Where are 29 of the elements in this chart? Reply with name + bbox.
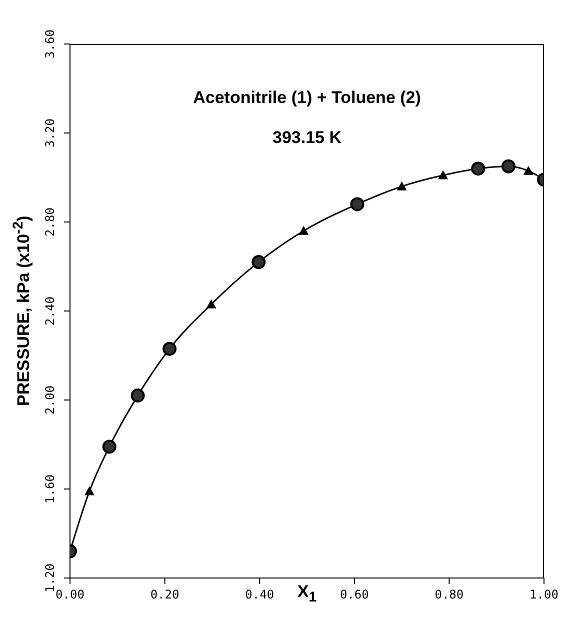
y-tick-label: 1.60 [43, 474, 57, 504]
point [84, 486, 94, 496]
point [471, 162, 486, 176]
point [350, 197, 364, 212]
text: 393.15 K [272, 128, 342, 148]
x-tick-label: 1.00 [530, 588, 558, 602]
text: Acetonitrile (1) + Toluene (2) [192, 88, 422, 108]
x-tick-label: 0.60 [340, 588, 369, 602]
y-tick-label: 3.20 [43, 118, 57, 148]
point [523, 166, 534, 175]
point [252, 255, 266, 270]
point [130, 388, 145, 403]
point [162, 342, 177, 356]
x-tick-label: 0.00 [56, 588, 84, 602]
x-tick-label: 0.20 [150, 588, 180, 602]
point [396, 181, 407, 190]
x-tick-label: 0.40 [245, 588, 274, 602]
y-tick-label: 3.60 [43, 30, 57, 58]
x-axis-title: X$_{1}$ [296, 582, 318, 606]
point [206, 299, 216, 308]
y-tick-label: 2.00 [43, 386, 57, 414]
y-tick-label: 2.40 [43, 296, 57, 326]
y-tick-label: 2.80 [43, 208, 57, 236]
point [298, 226, 309, 235]
y-tick-label: 1.20 [43, 564, 57, 592]
point [501, 159, 516, 174]
point [102, 440, 116, 454]
point [438, 170, 448, 180]
x-tick-label: 0.80 [434, 588, 464, 602]
